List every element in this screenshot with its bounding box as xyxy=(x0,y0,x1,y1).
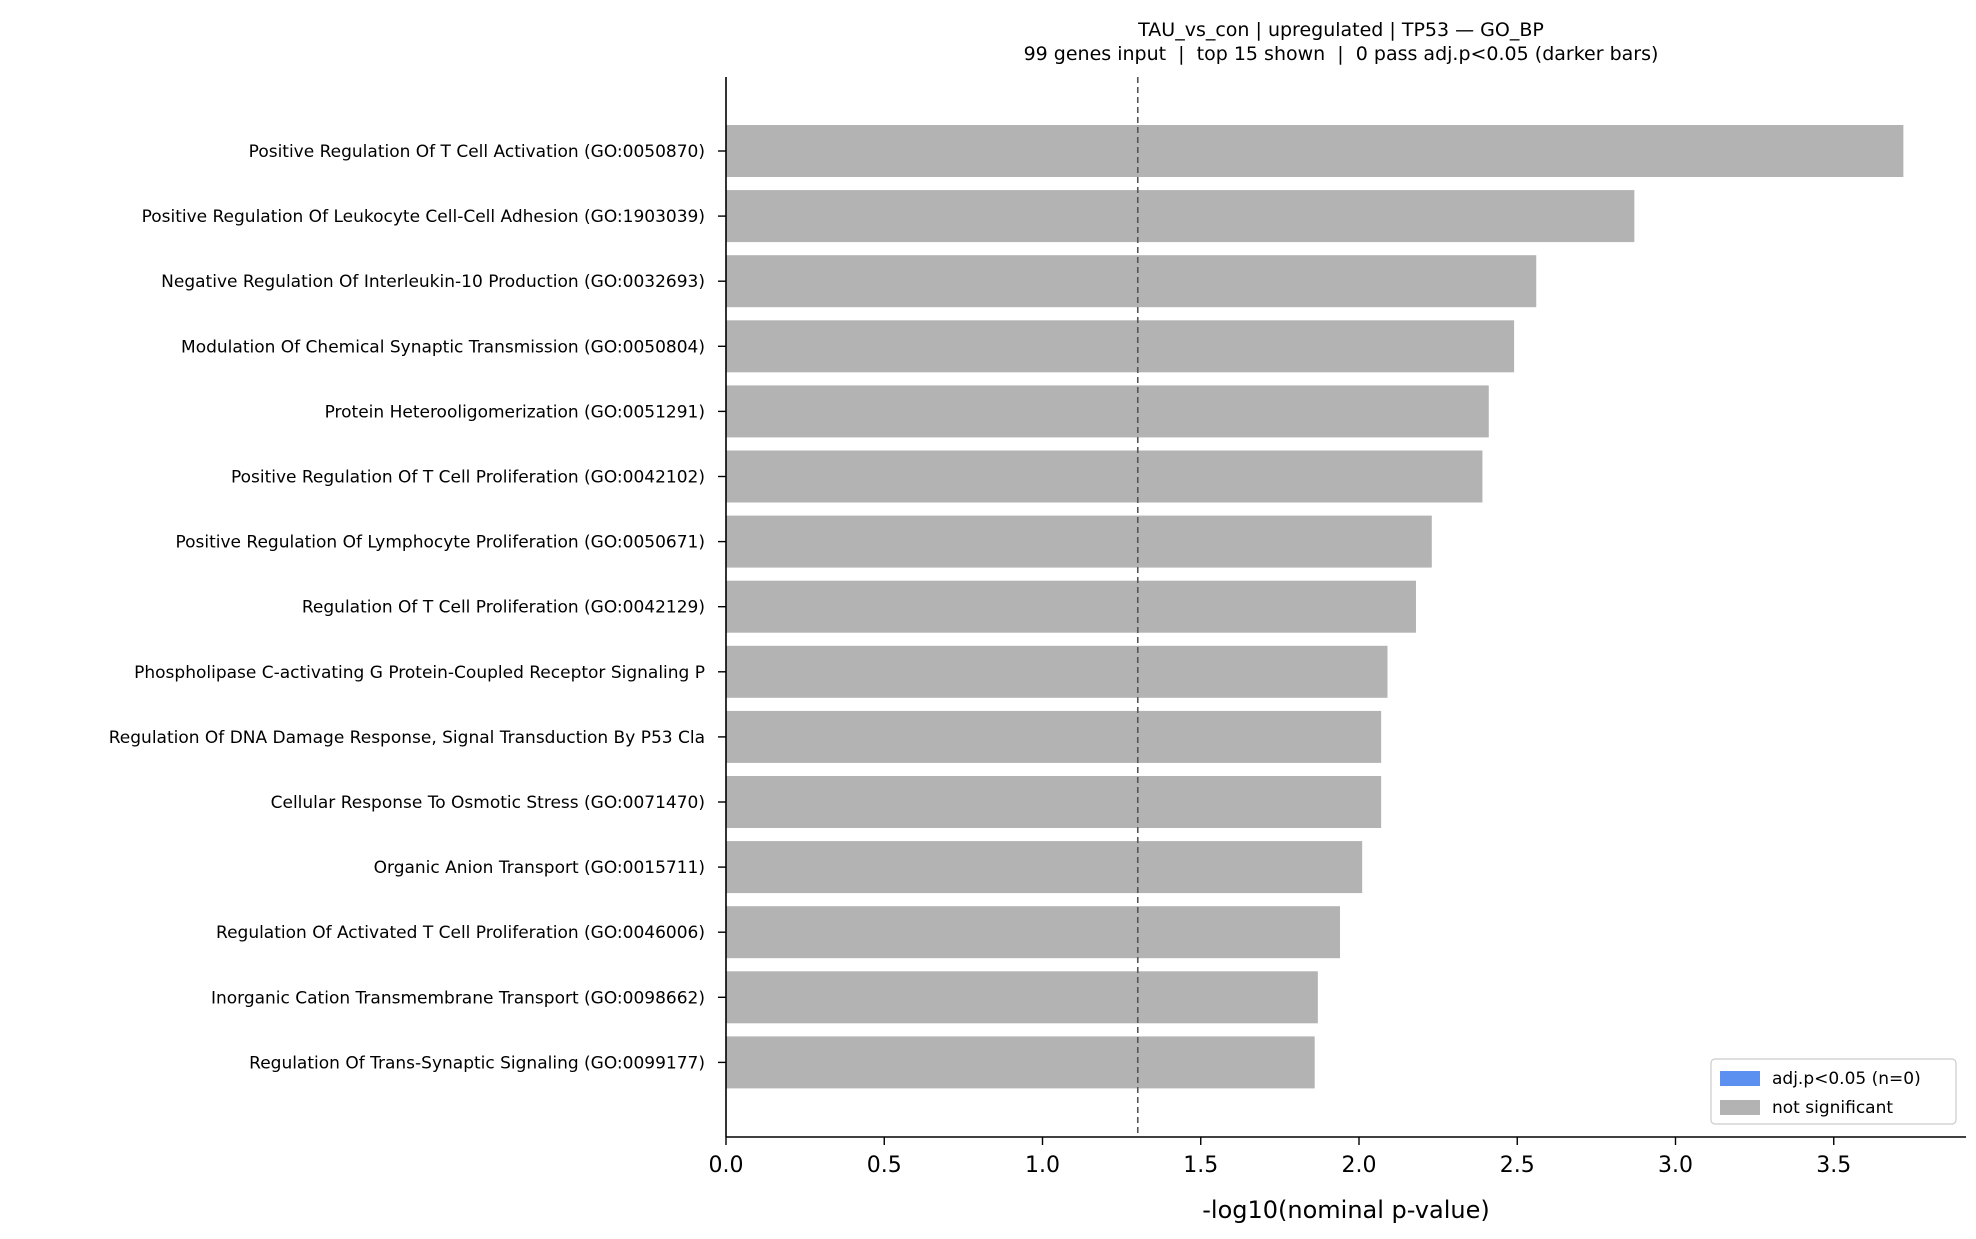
bar-2 xyxy=(726,190,1635,243)
chart-title: TAU_vs_con | upregulated | TP53 — GO_BP xyxy=(1137,19,1544,41)
category-label-13: Regulation Of Activated T Cell Prolifera… xyxy=(216,923,705,943)
x-tick-label-5: 2.0 xyxy=(1342,1153,1377,1178)
category-label-7: Positive Regulation Of Lymphocyte Prolif… xyxy=(175,533,705,553)
category-label-14: Inorganic Cation Transmembrane Transport… xyxy=(211,988,705,1008)
bar-10 xyxy=(726,710,1382,763)
category-label-3: Negative Regulation Of Interleukin-10 Pr… xyxy=(161,272,705,292)
legend-swatch-1 xyxy=(1720,1071,1760,1086)
bar-1 xyxy=(726,125,1904,177)
category-label-12: Organic Anion Transport (GO:0015711) xyxy=(374,858,705,878)
category-label-9: Phospholipase C-activating G Protein-Cou… xyxy=(134,663,705,683)
bar-4 xyxy=(726,320,1515,373)
bar-6 xyxy=(726,450,1483,503)
bar-9 xyxy=(726,645,1388,698)
bar-5 xyxy=(726,385,1489,438)
legend-label-1: adj.p<0.05 (n=0) xyxy=(1772,1069,1921,1089)
category-label-2: Positive Regulation Of Leukocyte Cell-Ce… xyxy=(142,207,705,227)
legend-box xyxy=(1710,1058,1957,1125)
bar-3 xyxy=(726,255,1537,308)
category-label-5: Protein Heterooligomerization (GO:005129… xyxy=(325,402,705,422)
bar-13 xyxy=(726,906,1341,959)
category-label-11: Cellular Response To Osmotic Stress (GO:… xyxy=(271,793,705,813)
x-axis-label: -log10(nominal p-value) xyxy=(1202,1196,1489,1224)
legend-label-2: not significant xyxy=(1772,1098,1893,1118)
category-label-1: Positive Regulation Of T Cell Activation… xyxy=(249,142,705,162)
x-tick-label-3: 1.0 xyxy=(1025,1153,1060,1178)
legend: adj.p<0.05 (n=0) not significant xyxy=(1710,1058,1957,1125)
bar-14 xyxy=(726,971,1318,1024)
category-label-8: Regulation Of T Cell Proliferation (GO:0… xyxy=(302,598,705,618)
x-tick-label-4: 1.5 xyxy=(1183,1153,1218,1178)
bar-7 xyxy=(726,515,1432,568)
chart-subtitle: 99 genes input | top 15 shown | 0 pass a… xyxy=(1024,43,1659,65)
x-tick-label-2: 0.5 xyxy=(867,1153,902,1178)
bar-11 xyxy=(726,776,1382,828)
category-label-6: Positive Regulation Of T Cell Proliferat… xyxy=(231,468,705,488)
bar-8 xyxy=(726,580,1416,633)
x-ticks: 0.0 0.5 1.0 1.5 2.0 2.5 3.0 3.5 xyxy=(709,1137,1851,1178)
legend-swatch-2 xyxy=(1720,1100,1760,1115)
bars-group xyxy=(726,125,1904,1089)
x-tick-label-6: 2.5 xyxy=(1500,1153,1535,1178)
x-tick-label-1: 0.0 xyxy=(709,1153,744,1178)
category-label-15: Regulation Of Trans-Synaptic Signaling (… xyxy=(249,1053,705,1073)
category-label-10: Regulation Of DNA Damage Response, Signa… xyxy=(109,728,705,748)
bar-12 xyxy=(726,841,1363,894)
x-tick-label-7: 3.0 xyxy=(1658,1153,1693,1178)
bar-15 xyxy=(726,1036,1315,1089)
category-labels: Positive Regulation Of T Cell Activation… xyxy=(109,142,726,1073)
x-tick-label-8: 3.5 xyxy=(1816,1153,1851,1178)
category-label-4: Modulation Of Chemical Synaptic Transmis… xyxy=(181,337,705,357)
